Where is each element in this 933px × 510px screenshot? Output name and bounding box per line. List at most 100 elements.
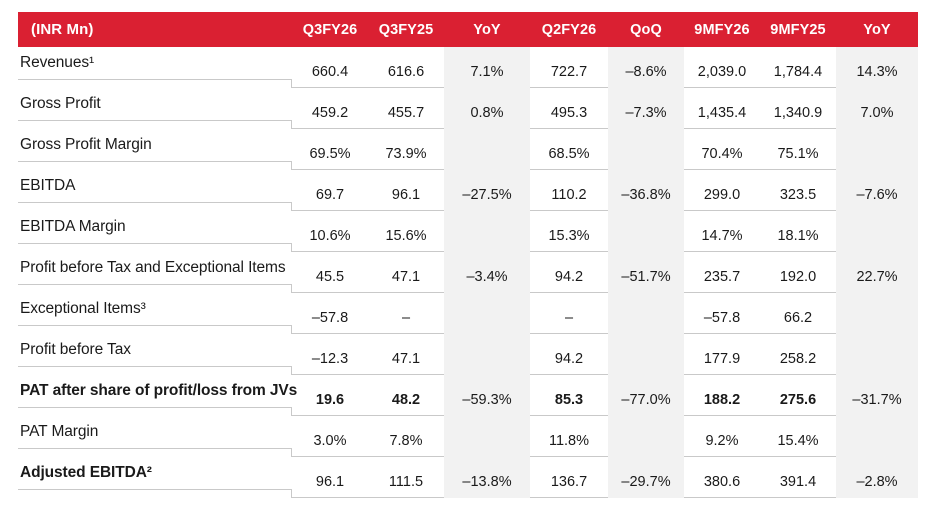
table-row: Exceptional Items³ –57.8– – –57.8 66.2 — [18, 293, 918, 334]
cell-q3fy25: 15.6% — [368, 211, 444, 252]
cell-q2fy26: 94.2 — [530, 334, 608, 375]
header-cell-yoy-9m: YoY — [863, 21, 891, 38]
table-row: EBITDA 69.7 96.1 –27.5% 110.2 –36.8% 299.0 323.… — [18, 170, 918, 211]
cell-yoy-quarter — [444, 211, 530, 252]
row-label: Adjusted EBITDA² — [18, 457, 292, 498]
cell-yoy-9m: 7.0% — [836, 88, 918, 129]
cell-q3fy26: –57.8 — [292, 293, 368, 334]
cell-q2fy26: 110.2 — [530, 170, 608, 211]
cell-yoy-9m — [836, 211, 918, 252]
cell-q3fy26: 69.7 — [292, 170, 368, 211]
table-row: Profit before Tax –12.3 47.1 94.2 177.9 258.2 — [18, 334, 918, 375]
cell-9mfy25: 75.1% — [760, 129, 836, 170]
row-label: Revenues¹ — [18, 47, 292, 88]
cell-q3fy26: –12.3 — [292, 334, 368, 375]
table-row: Adjusted EBITDA² 96.1 111.5 –13.8% 136.7 –29.… — [18, 457, 918, 498]
cell-q3fy25: 47.1 — [368, 334, 444, 375]
cell-q3fy25: 47.1 — [368, 252, 444, 293]
header-cell-q2fy26: Q2FY26 — [541, 21, 597, 38]
cell-9mfy26: 177.9 — [684, 334, 760, 375]
cell-q2fy26: 94.2 — [530, 252, 608, 293]
table-row: PAT Margin 3.0% 7.8% 11.8% 9.2% 15.4% — [18, 416, 918, 457]
cell-q3fy25: 616.6 — [368, 47, 444, 88]
cell-q3fy26: 96.1 — [292, 457, 368, 498]
cell-q3fy25: 73.9% — [368, 129, 444, 170]
cell-yoy-quarter: 7.1% — [444, 47, 530, 88]
row-label: EBITDA — [18, 170, 292, 211]
cell-9mfy26: 299.0 — [684, 170, 760, 211]
cell-9mfy25: 66.2 — [760, 293, 836, 334]
cell-9mfy25: 1,340.9 — [760, 88, 836, 129]
cell-9mfy26: 9.2% — [684, 416, 760, 457]
cell-9mfy26: 14.7% — [684, 211, 760, 252]
cell-qoq: –36.8% — [608, 170, 684, 211]
table-row: Revenues¹ 660.4 616.6 7.1% 722.7 –8.6% 2,039.0… — [18, 47, 918, 88]
cell-q2fy26: – — [530, 293, 608, 334]
cell-9mfy25: 1,784.4 — [760, 47, 836, 88]
header-cell-qoq: QoQ — [630, 21, 662, 38]
header-cell-yoy-quarter: YoY — [473, 21, 501, 38]
cell-qoq: –29.7% — [608, 457, 684, 498]
table-row: PAT after share of profit/loss from JVs 1… — [18, 375, 918, 416]
table-row: EBITDA Margin 10.6% 15.6% 15.3% 14.7% 18.1% — [18, 211, 918, 252]
cell-yoy-quarter: 0.8% — [444, 88, 530, 129]
cell-9mfy26: 70.4% — [684, 129, 760, 170]
cell-qoq — [608, 334, 684, 375]
cell-qoq — [608, 129, 684, 170]
cell-q2fy26: 15.3% — [530, 211, 608, 252]
row-label: Profit before Tax and Exceptional Items — [18, 252, 292, 293]
cell-q2fy26: 68.5% — [530, 129, 608, 170]
cell-9mfy26: 2,039.0 — [684, 47, 760, 88]
cell-q3fy25: 96.1 — [368, 170, 444, 211]
cell-q2fy26: 85.3 — [530, 375, 608, 416]
cell-yoy-quarter — [444, 293, 530, 334]
cell-yoy-quarter: –3.4% — [444, 252, 530, 293]
cell-9mfy26: –57.8 — [684, 293, 760, 334]
cell-q3fy25: – — [368, 293, 444, 334]
cell-yoy-9m: 22.7% — [836, 252, 918, 293]
cell-yoy-9m — [836, 293, 918, 334]
cell-q3fy26: 459.2 — [292, 88, 368, 129]
row-label: PAT after share of profit/loss from JVs — [18, 375, 297, 416]
cell-9mfy25: 15.4% — [760, 416, 836, 457]
cell-q3fy26: 19.6 — [292, 375, 368, 416]
financial-results-table: (INR Mn) Q3FY26 Q3FY25 YoY Q2FY26 QoQ 9MFY26 9… — [18, 12, 918, 498]
unit-label: (INR Mn) — [31, 21, 94, 38]
cell-qoq — [608, 211, 684, 252]
cell-yoy-9m: 14.3% — [836, 47, 918, 88]
cell-q3fy26: 3.0% — [292, 416, 368, 457]
row-label: Exceptional Items³ — [18, 293, 292, 334]
row-label: Gross Profit — [18, 88, 292, 129]
row-label: Gross Profit Margin — [18, 129, 292, 170]
cell-q3fy26: 10.6% — [292, 211, 368, 252]
header-cell-9mfy26: 9MFY26 — [694, 21, 750, 38]
header-row: (INR Mn) Q3FY26 Q3FY25 YoY Q2FY26 QoQ 9MFY26 9… — [18, 12, 918, 47]
cell-q3fy25: 111.5 — [368, 457, 444, 498]
cell-q2fy26: 136.7 — [530, 457, 608, 498]
table-row: Profit before Tax and Exceptional Items 4… — [18, 252, 918, 293]
cell-qoq: –77.0% — [608, 375, 684, 416]
cell-yoy-quarter: –13.8% — [444, 457, 530, 498]
cell-yoy-quarter: –59.3% — [444, 375, 530, 416]
cell-9mfy25: 275.6 — [760, 375, 836, 416]
cell-q3fy26: 45.5 — [292, 252, 368, 293]
cell-q3fy25: 7.8% — [368, 416, 444, 457]
cell-9mfy26: 188.2 — [684, 375, 760, 416]
row-label: Profit before Tax — [18, 334, 292, 375]
cell-q2fy26: 11.8% — [530, 416, 608, 457]
cell-yoy-9m: –31.7% — [836, 375, 918, 416]
cell-q3fy25: 48.2 — [368, 375, 444, 416]
table-row: Gross Profit Margin 69.5% 73.9% 68.5% 70.4% 7… — [18, 129, 918, 170]
cell-9mfy26: 235.7 — [684, 252, 760, 293]
cell-9mfy25: 391.4 — [760, 457, 836, 498]
cell-yoy-quarter — [444, 416, 530, 457]
cell-q2fy26: 495.3 — [530, 88, 608, 129]
cell-yoy-9m: –7.6% — [836, 170, 918, 211]
cell-qoq — [608, 416, 684, 457]
header-cell-9mfy25: 9MFY25 — [770, 21, 826, 38]
cell-yoy-quarter — [444, 129, 530, 170]
cell-qoq: –51.7% — [608, 252, 684, 293]
table-body: Revenues¹ 660.4 616.6 7.1% 722.7 –8.6% 2,039.0… — [18, 47, 918, 498]
cell-yoy-9m — [836, 129, 918, 170]
